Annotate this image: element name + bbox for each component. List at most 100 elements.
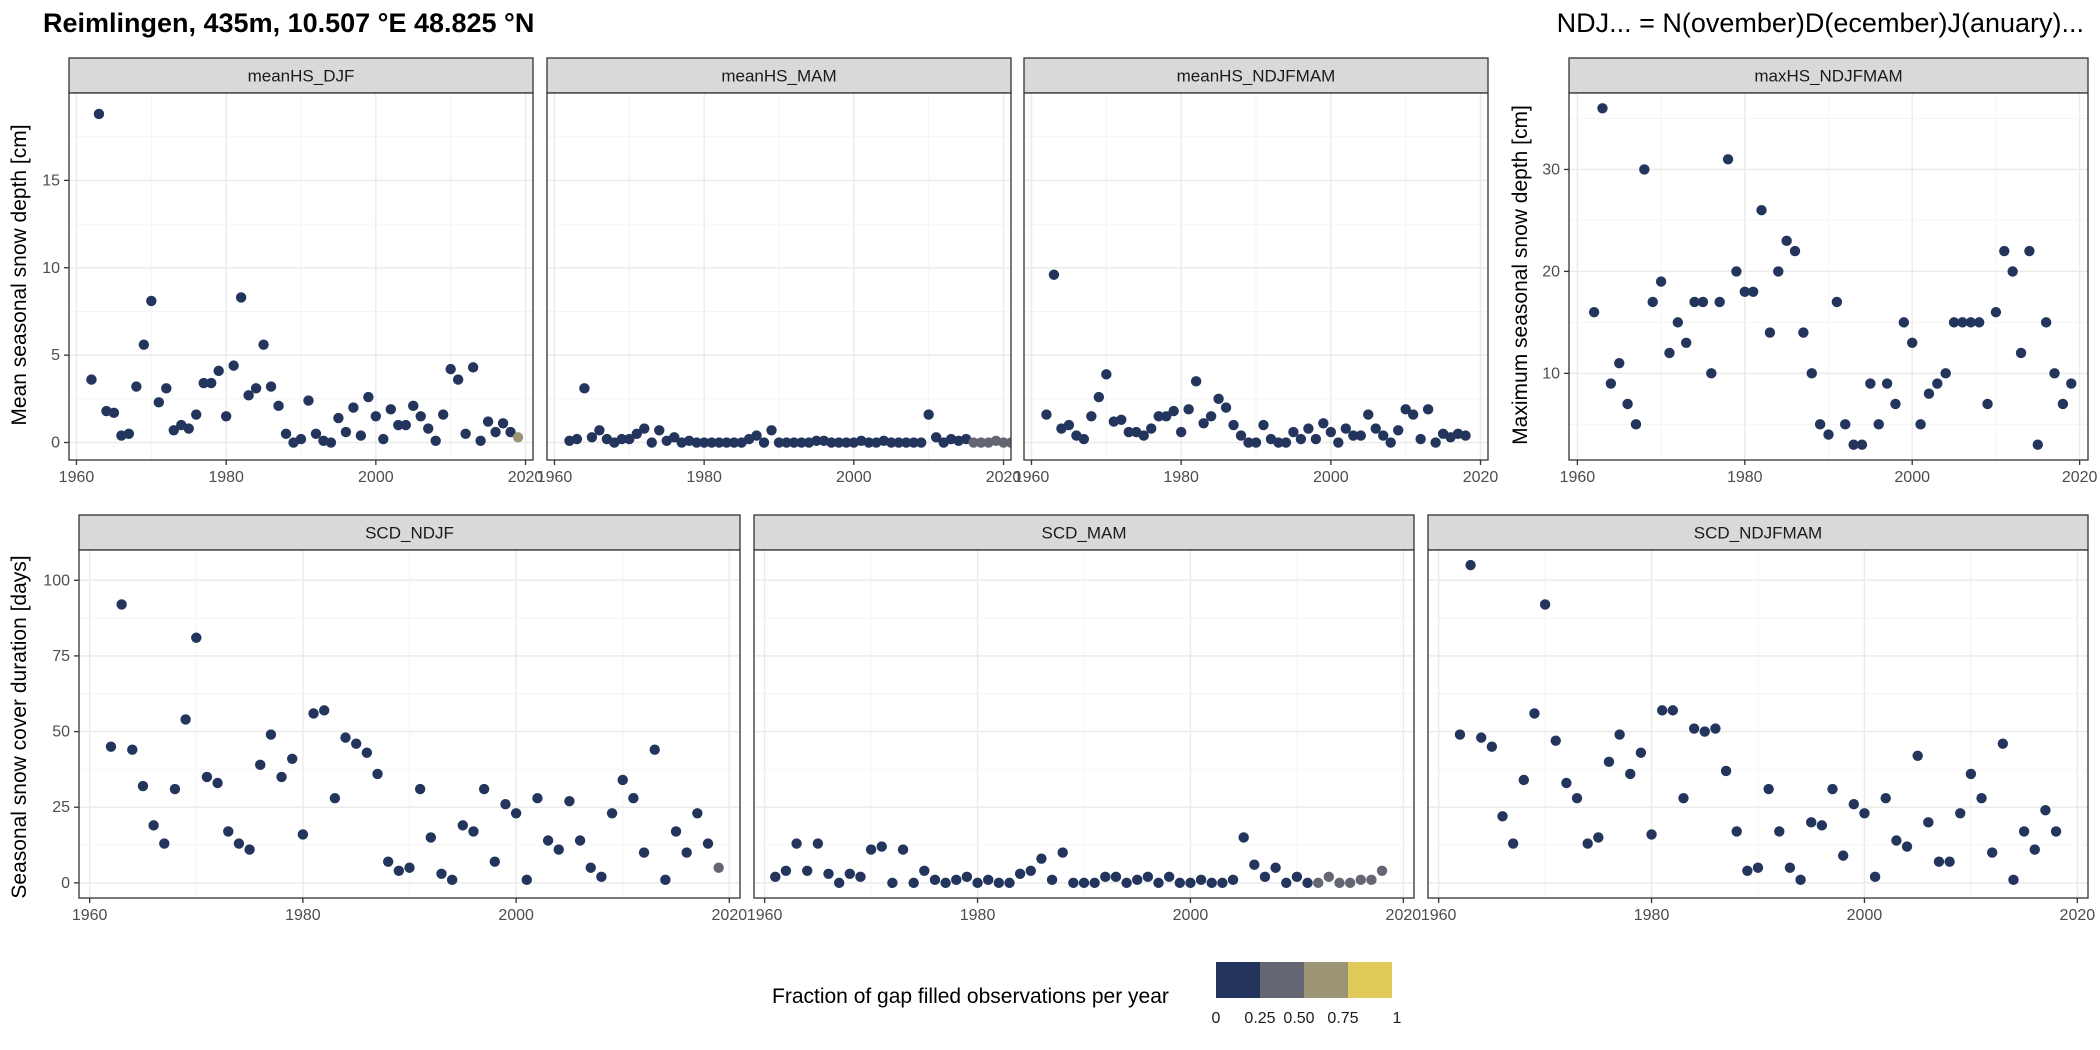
x-tick-label: 1960 xyxy=(537,469,573,486)
data-point xyxy=(1742,865,1753,876)
data-point xyxy=(1063,419,1075,431)
data-point xyxy=(1798,327,1809,338)
y-tick-label: 25 xyxy=(52,799,70,816)
x-tick-label: 2000 xyxy=(1173,907,1209,924)
data-point xyxy=(713,437,725,448)
data-point xyxy=(1430,437,1441,448)
data-point xyxy=(148,820,159,831)
data-point xyxy=(982,874,994,886)
data-point xyxy=(297,829,309,840)
data-point xyxy=(1831,296,1843,308)
x-tick-label: 2020 xyxy=(1386,907,1422,924)
data-point xyxy=(2040,317,2052,328)
data-point xyxy=(908,877,919,889)
data-point xyxy=(1571,792,1583,804)
data-point xyxy=(123,428,135,439)
data-point xyxy=(649,744,660,755)
data-point xyxy=(1940,368,1951,379)
facet-strip xyxy=(753,514,1415,551)
data-point xyxy=(841,437,852,448)
data-point xyxy=(1334,877,1345,889)
data-point xyxy=(1880,792,1891,804)
x-tick-label: 2020 xyxy=(986,469,1022,486)
data-point xyxy=(1539,599,1551,610)
data-point xyxy=(1614,357,1625,369)
data-point xyxy=(1213,393,1224,405)
data-point xyxy=(1680,337,1692,348)
data-point xyxy=(951,874,962,886)
data-point xyxy=(773,437,785,448)
data-point xyxy=(2015,347,2027,359)
data-point xyxy=(2007,266,2018,277)
data-point xyxy=(475,435,486,446)
y-tick-label: 50 xyxy=(52,724,70,741)
data-point xyxy=(616,433,628,445)
x-tick-label: 1960 xyxy=(72,907,108,924)
data-point xyxy=(1848,798,1860,810)
data-point xyxy=(654,425,665,436)
data-point xyxy=(833,877,845,889)
data-point xyxy=(1250,437,1262,448)
data-point xyxy=(244,844,255,855)
x-tick-label: 2020 xyxy=(712,907,748,924)
data-point xyxy=(1814,419,1826,430)
x-tick-label: 1980 xyxy=(1163,469,1199,486)
data-point xyxy=(1013,430,1023,440)
data-point xyxy=(1132,874,1143,886)
data-point xyxy=(887,877,898,889)
data-point xyxy=(1295,433,1307,445)
data-point xyxy=(1714,296,1725,308)
data-point xyxy=(382,856,394,867)
x-tick-label: 1980 xyxy=(208,469,244,486)
facet-strip xyxy=(546,57,1012,94)
data-point xyxy=(1907,337,1918,348)
data-point xyxy=(1789,245,1801,257)
data-point xyxy=(1476,732,1487,743)
data-point xyxy=(929,874,941,886)
data-point xyxy=(1997,738,2009,749)
facet-strip xyxy=(78,514,741,551)
data-point xyxy=(1078,877,1090,889)
data-point xyxy=(886,437,897,448)
panel-meanHS_MAM: meanHS_MAM 1960 1980 2000 2020 xyxy=(537,57,1023,486)
data-point xyxy=(1198,418,1209,429)
x-tick-label: 1960 xyxy=(1421,907,1457,924)
data-point xyxy=(86,374,97,385)
facet-strip-label: SCD_NDJF xyxy=(365,524,454,543)
x-tick-label: 1960 xyxy=(747,907,783,924)
data-point xyxy=(355,430,367,441)
data-point xyxy=(1325,426,1337,438)
data-point xyxy=(908,437,919,448)
data-point xyxy=(303,395,314,406)
data-point xyxy=(751,430,762,441)
data-point xyxy=(1999,245,2010,257)
facet-strip-label: meanHS_MAM xyxy=(721,67,836,86)
data-point xyxy=(1344,877,1356,889)
data-point xyxy=(497,418,509,429)
data-point xyxy=(1689,296,1700,308)
data-point xyxy=(415,411,426,422)
data-point xyxy=(1363,409,1374,420)
data-point xyxy=(594,425,605,436)
data-point xyxy=(670,826,682,837)
data-point xyxy=(265,729,277,740)
data-point xyxy=(1041,409,1052,420)
data-point xyxy=(1370,423,1381,434)
data-point xyxy=(445,363,456,375)
data-point xyxy=(1881,378,1893,389)
panel-meanHS_NDJFMAM: meanHS_NDJFMAM 1960 1980 2000 2020 xyxy=(1014,57,1498,486)
data-point xyxy=(205,377,217,389)
data-point xyxy=(1635,747,1647,758)
data-point xyxy=(713,862,724,873)
data-point xyxy=(1407,409,1419,420)
data-point xyxy=(1898,317,1910,328)
data-point xyxy=(1605,378,1617,389)
data-point xyxy=(1561,777,1572,789)
data-point xyxy=(1259,871,1271,883)
data-point xyxy=(1915,419,1926,430)
data-point xyxy=(1333,437,1344,448)
data-point xyxy=(1837,850,1849,861)
facet-strip-label: SCD_NDJFMAM xyxy=(1694,524,1822,543)
data-point xyxy=(1258,419,1269,431)
panel-border xyxy=(1427,549,2089,899)
